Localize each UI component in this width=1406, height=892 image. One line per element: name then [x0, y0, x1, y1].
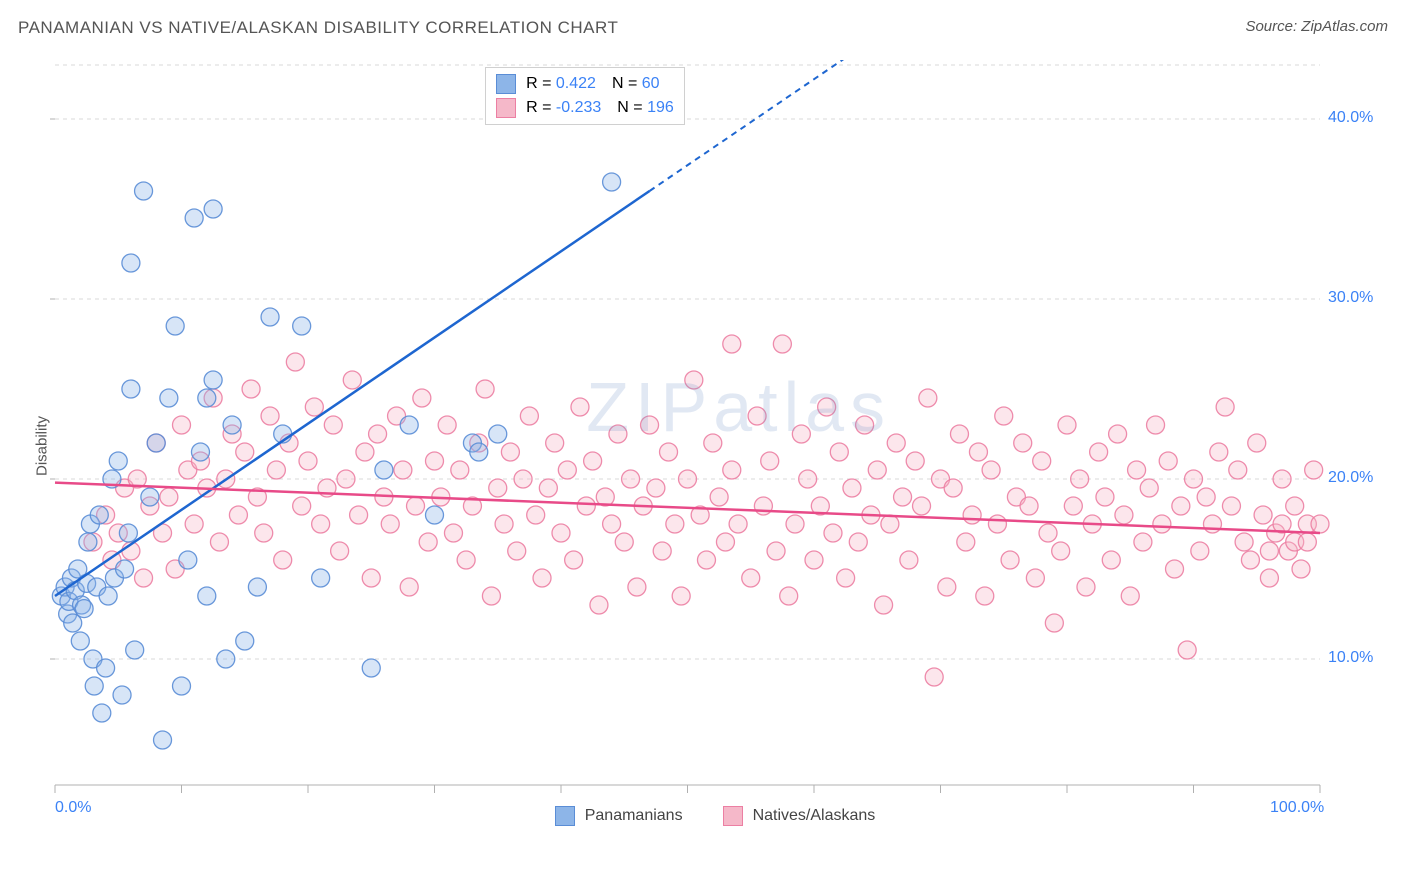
stats-swatch: [496, 98, 516, 118]
bottom-legend: Panamanians Natives/Alaskans: [50, 802, 1380, 830]
y-tick-label: 40.0%: [1328, 109, 1373, 127]
legend-swatch-natives: [723, 806, 743, 826]
legend-label-natives: Natives/Alaskans: [753, 807, 876, 825]
scatter-chart-svg: [50, 60, 1380, 830]
stats-row: R = 0.422 N = 60: [496, 72, 674, 96]
stats-swatch: [496, 74, 516, 94]
legend-item-natives: Natives/Alaskans: [723, 806, 876, 826]
y-axis-label: Disability: [34, 416, 51, 476]
statistics-legend-box: R = 0.422 N = 60R = -0.233 N = 196: [485, 67, 685, 125]
legend-swatch-panamanians: [555, 806, 575, 826]
y-tick-label: 30.0%: [1328, 289, 1373, 307]
source-credit: Source: ZipAtlas.com: [1245, 18, 1388, 35]
legend-item-panamanians: Panamanians: [555, 806, 683, 826]
chart-title: PANAMANIAN VS NATIVE/ALASKAN DISABILITY …: [18, 18, 618, 37]
chart-area: ZIPatlas R = 0.422 N = 60R = -0.233 N = …: [50, 60, 1380, 830]
legend-label-panamanians: Panamanians: [585, 807, 683, 825]
stats-row: R = -0.233 N = 196: [496, 96, 674, 120]
stats-text: R = -0.233 N = 196: [526, 96, 674, 120]
y-tick-label: 10.0%: [1328, 649, 1373, 667]
y-tick-label: 20.0%: [1328, 469, 1373, 487]
stats-text: R = 0.422 N = 60: [526, 72, 659, 96]
